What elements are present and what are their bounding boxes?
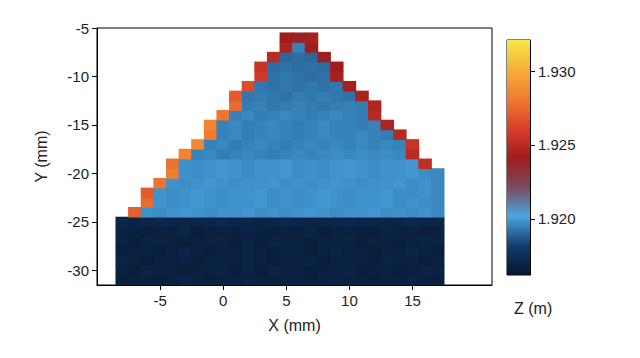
svg-text:-10: -10	[67, 68, 89, 85]
svg-text:Z (m): Z (m)	[514, 300, 552, 317]
svg-text:-5: -5	[76, 20, 89, 37]
svg-text:-25: -25	[67, 213, 89, 230]
svg-text:5: 5	[282, 292, 290, 309]
svg-text:-20: -20	[67, 165, 89, 182]
svg-text:-15: -15	[67, 116, 89, 133]
svg-text:15: 15	[404, 292, 421, 309]
svg-text:0: 0	[219, 292, 227, 309]
svg-text:-30: -30	[67, 262, 89, 279]
svg-text:1.925: 1.925	[538, 136, 576, 153]
svg-text:10: 10	[341, 292, 358, 309]
svg-text:X (mm): X (mm)	[268, 317, 320, 334]
svg-text:1.920: 1.920	[538, 210, 576, 227]
svg-text:-5: -5	[153, 292, 166, 309]
svg-text:Y (mm): Y (mm)	[33, 130, 50, 182]
svg-text:1.930: 1.930	[538, 63, 576, 80]
